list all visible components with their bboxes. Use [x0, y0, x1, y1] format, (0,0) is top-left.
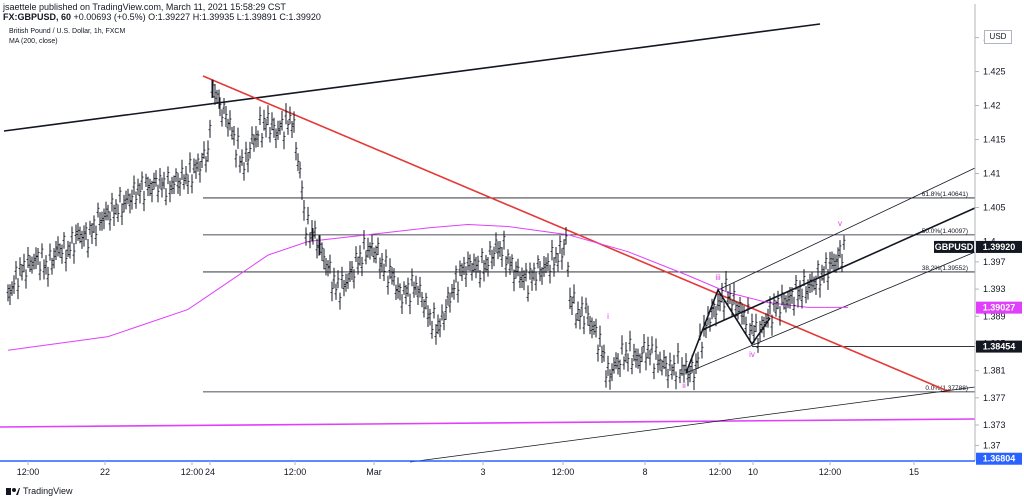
wave-label: v [838, 219, 842, 228]
symbol-tag-text: GBPUSD [935, 242, 974, 252]
y-tick-label: 1.405 [983, 203, 1006, 213]
brand-label: TradingView [23, 486, 73, 496]
fib-level-label: 0.0%(1.37788) [925, 385, 968, 392]
currency-label[interactable]: USD [984, 30, 1012, 44]
high-label: H: [192, 12, 202, 22]
symbol-label: FX:GBPUSD, 60 [3, 12, 72, 22]
wave-label: iv [749, 350, 755, 359]
y-tick-label: 1.377 [983, 393, 1006, 403]
fib-level-label: 61.8%(1.40641) [922, 191, 968, 198]
y-tick-label: 1.37 [983, 440, 1001, 450]
ma-legend: MA (200, close) [9, 38, 58, 45]
x-tick-label: 3 [480, 467, 485, 477]
y-tick-label: 1.415 [983, 135, 1006, 145]
price-label-box [976, 240, 1022, 253]
upper-trendline [3, 23, 821, 132]
price-label-box [976, 340, 1022, 353]
open-label: O: [148, 12, 158, 22]
price-label-text: 1.39027 [983, 303, 1016, 313]
ma-200-line [7, 224, 848, 351]
x-tick-label: 12:00 [284, 467, 307, 477]
footer: TradingView [6, 486, 73, 496]
channel-lower-line [685, 251, 976, 374]
wave-label: iii [715, 273, 721, 282]
wave-zigzag [685, 288, 771, 374]
price-label-box [976, 452, 1022, 465]
low-value: 1.39891 [244, 12, 277, 22]
y-tick-label: 1.389 [983, 311, 1006, 321]
x-tick-label: 24 [205, 467, 215, 477]
red-trendline [202, 75, 951, 393]
x-tick-label: 12:00 [552, 467, 575, 477]
price-label-box [976, 301, 1022, 314]
fib-level-label: 50.0%(1.40097) [922, 228, 968, 235]
x-tick-label: 12:00 [819, 467, 842, 477]
close-label: C: [279, 12, 289, 22]
low-label: L: [236, 12, 245, 22]
y-tick-label: 1.42 [983, 101, 1001, 111]
channel-upper-line [717, 167, 976, 291]
x-tick-label: 22 [100, 467, 110, 477]
ohlc-line: FX:GBPUSD, 60 +0.00693 (+0.5%) O:1.39227… [3, 12, 321, 22]
x-tick-label: 8 [642, 467, 647, 477]
x-tick-label: 12:00 [709, 467, 732, 477]
fib-level-label: 38.2%(1.39552) [922, 265, 968, 272]
x-tick-label: Mar [366, 467, 382, 477]
symbol-tag-box [934, 240, 974, 253]
y-tick-label: 1.373 [983, 420, 1006, 430]
lower-trendline [409, 386, 976, 463]
x-tick-label: 10 [748, 467, 758, 477]
y-tick-label: 1.425 [983, 67, 1006, 77]
x-tick-label: 15 [909, 467, 919, 477]
y-tick-label: 1.397 [983, 257, 1006, 267]
change-value: +0.00693 (+0.5%) [73, 12, 146, 22]
x-tick-label: 12:00 [181, 467, 204, 477]
high-value: 1.39935 [201, 12, 235, 22]
instrument-legend: British Pound / U.S. Dollar, 1h, FXCM [9, 28, 126, 35]
price-label-text: 1.39920 [983, 242, 1016, 252]
wave-label: ii [682, 381, 686, 390]
y-tick-label: 1.393 [983, 284, 1006, 294]
tradingview-logo-icon [6, 487, 20, 495]
price-label-text: 1.36804 [983, 454, 1016, 464]
wave-label: i [607, 312, 609, 321]
x-tick-label: 12:00 [17, 467, 40, 477]
magenta-horizontal-line [0, 418, 976, 428]
close-value: 1.39920 [288, 12, 321, 22]
price-label-text: 1.38454 [983, 342, 1016, 352]
y-tick-label: 1.41 [983, 169, 1001, 179]
y-tick-label: 1.381 [983, 366, 1006, 376]
publish-info: jsaettele published on TradingView.com, … [3, 2, 286, 12]
open-value: 1.39227 [157, 12, 191, 22]
